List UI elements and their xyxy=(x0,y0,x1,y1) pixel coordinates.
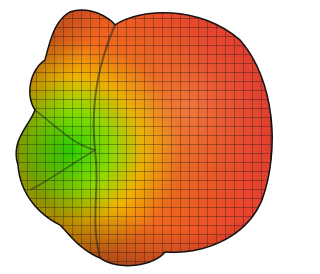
page xyxy=(0,0,277,274)
rendered-pattern xyxy=(0,0,277,274)
